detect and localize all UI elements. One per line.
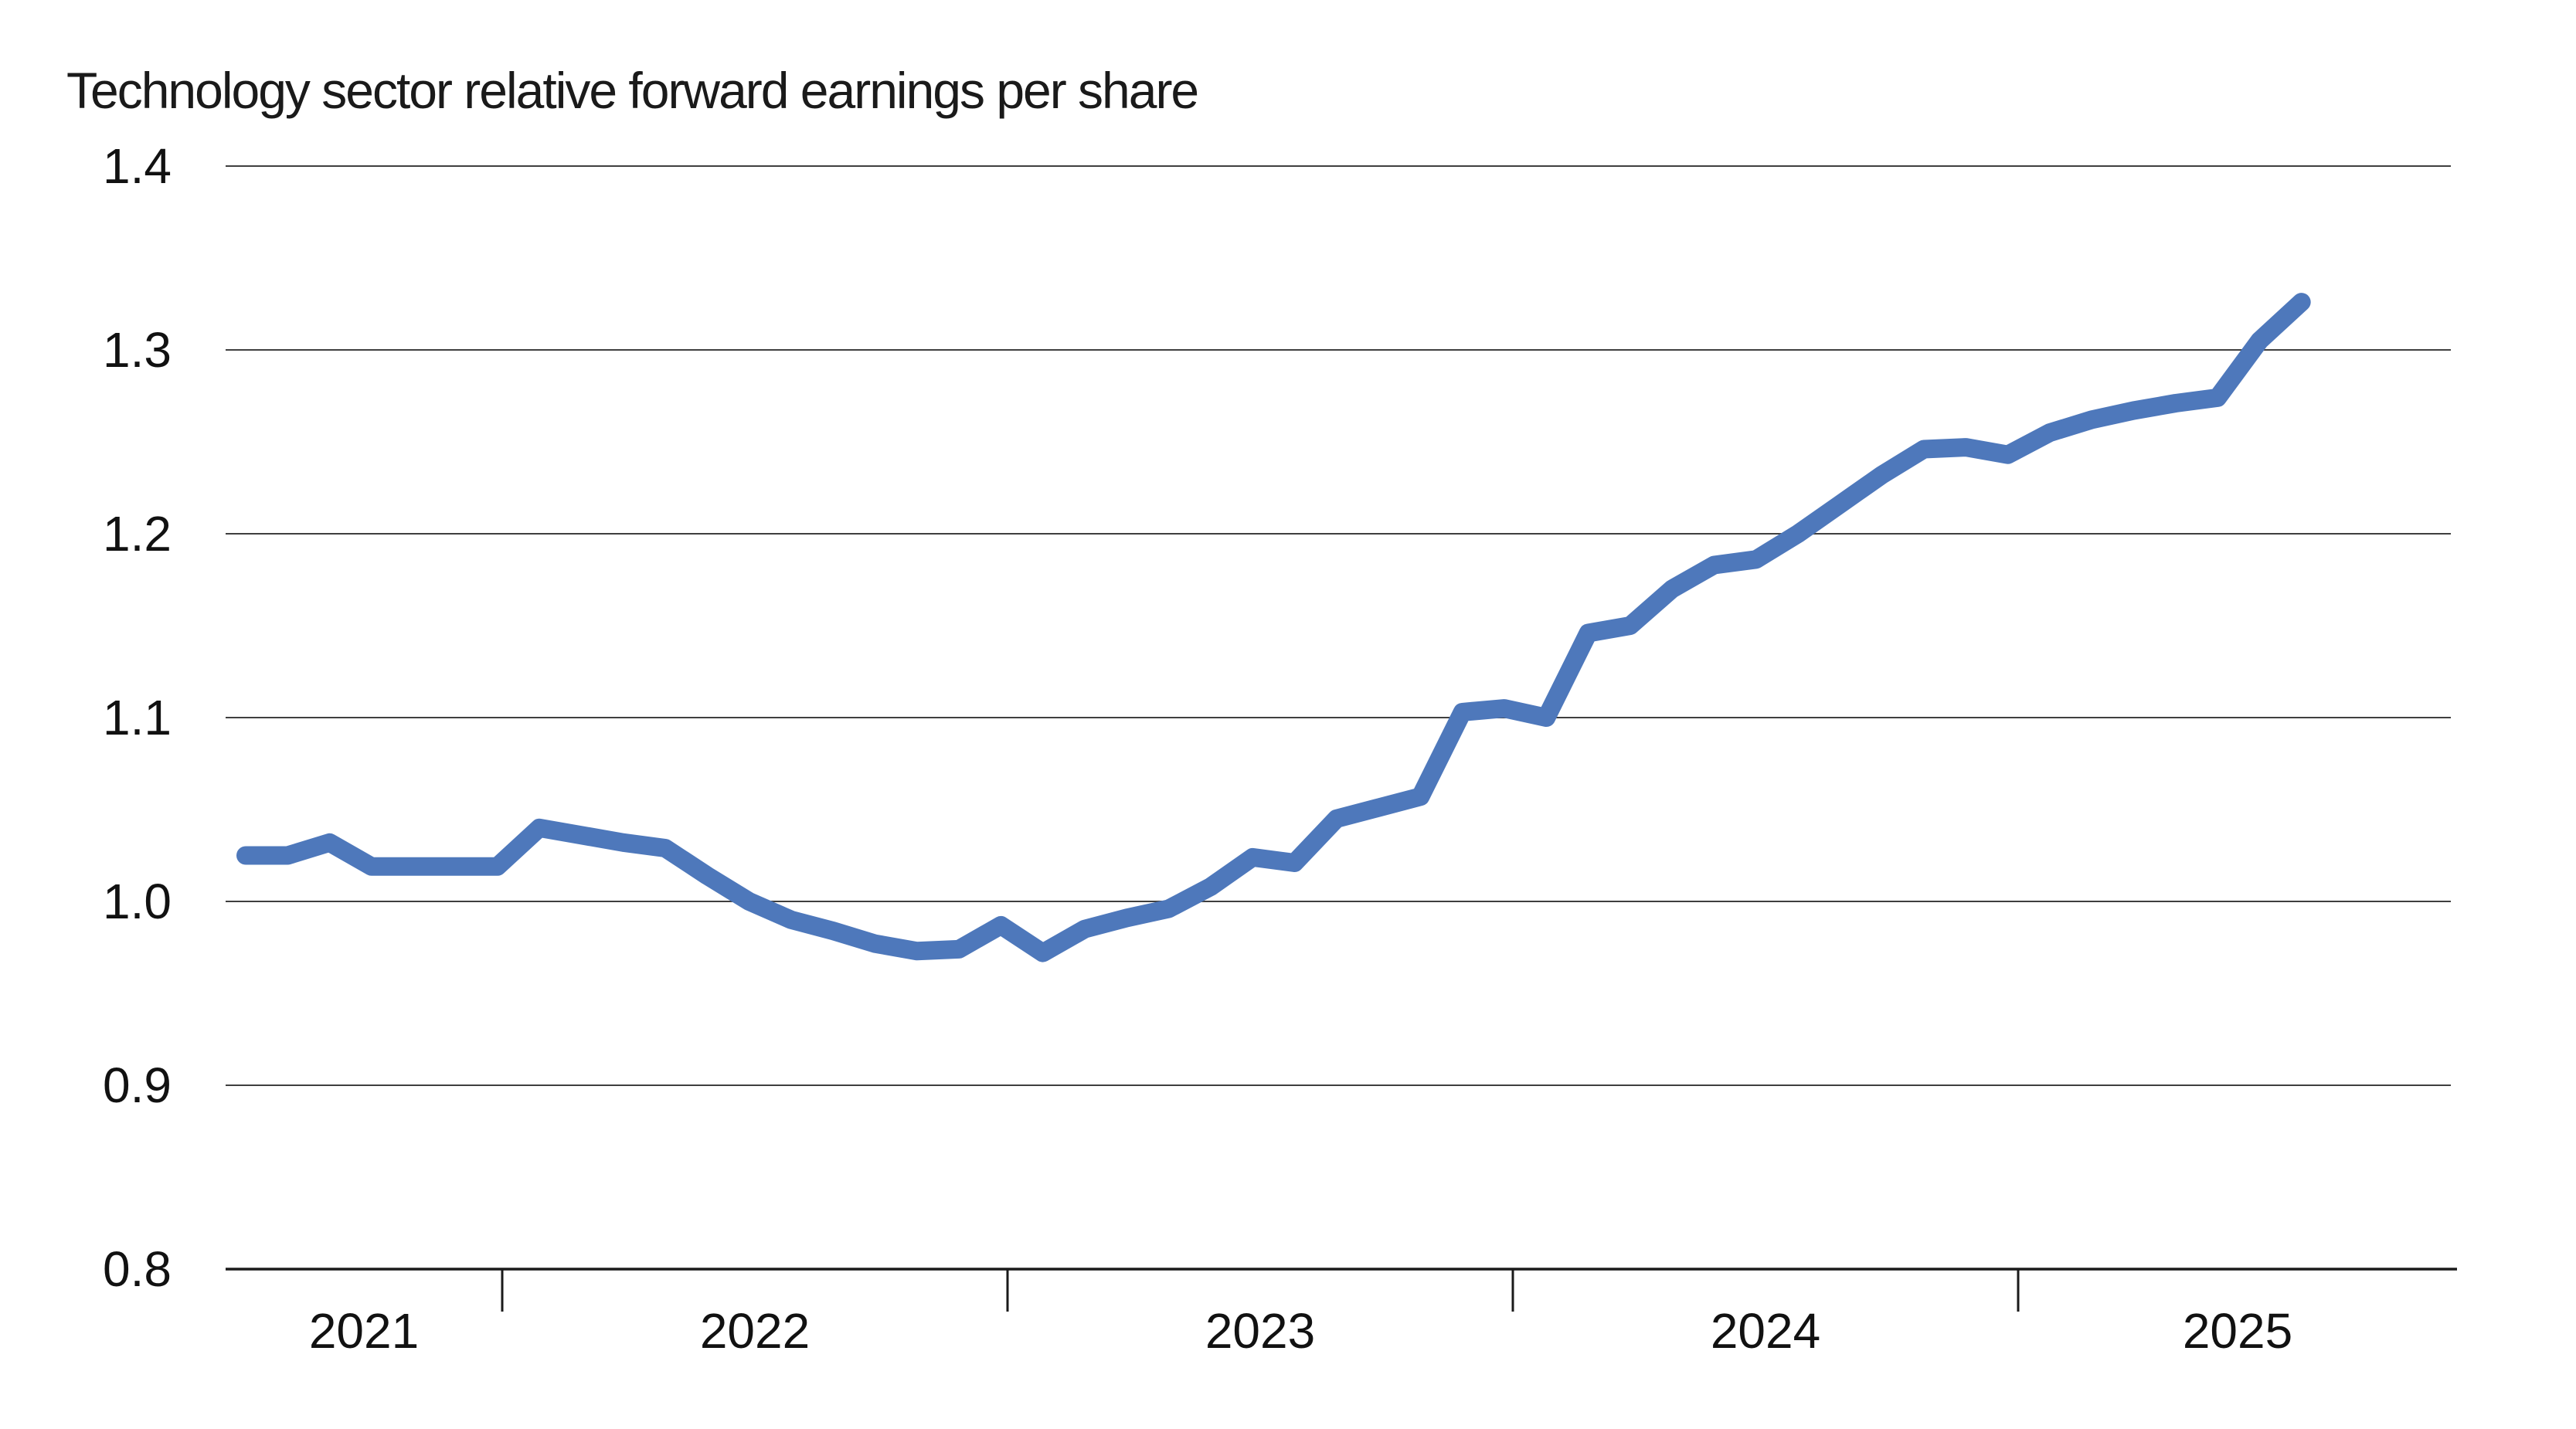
axes-group [226, 1268, 2457, 1312]
axis-labels-group: 1.4 1.3 1.2 1.1 1.0 0.9 0.8 2021 2022 2023 2024 202… [103, 138, 2292, 1359]
data-series-group [236, 293, 2311, 962]
y-axis-tick-label: 1.1 [103, 690, 172, 745]
y-axis-tick-label: 1.3 [103, 322, 172, 378]
x-axis-tick-label: 2022 [700, 1303, 810, 1359]
x-axis-tick-label: 2024 [1711, 1303, 1820, 1359]
y-axis-tick-label: 0.9 [103, 1057, 172, 1113]
y-axis-tick-label: 0.8 [103, 1241, 172, 1297]
chart-title: Technology sector relative forward earni… [66, 62, 1198, 119]
y-axis-tick-label: 1.4 [103, 138, 172, 194]
y-axis-tick-label: 1.0 [103, 874, 172, 929]
x-axis-tick-label: 2023 [1205, 1303, 1315, 1359]
x-axis-tick-label: 2025 [2183, 1303, 2292, 1359]
forward-eps-line [236, 293, 2311, 962]
y-axis-tick-label: 1.2 [103, 506, 172, 562]
gridlines-group [226, 165, 2451, 1086]
x-axis-tick-label: 2021 [309, 1303, 419, 1359]
